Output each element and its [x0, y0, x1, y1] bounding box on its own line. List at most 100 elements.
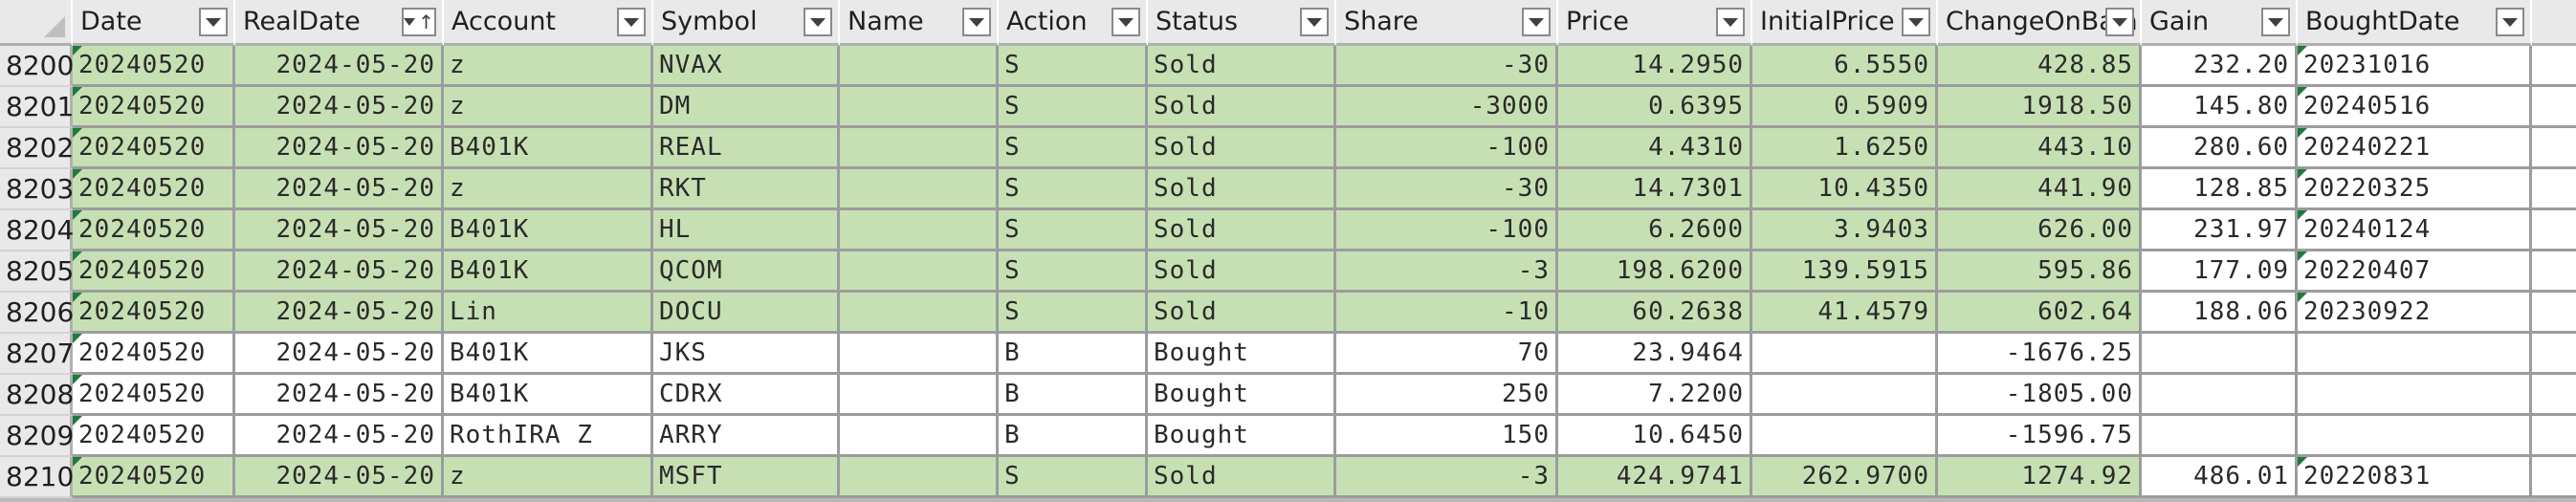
cell-name[interactable] [840, 46, 999, 87]
cell-price[interactable]: 0.6395 [1558, 87, 1752, 128]
cell-change[interactable]: 626.00 [1938, 210, 2142, 251]
cell-name[interactable] [840, 375, 999, 416]
cell-symbol[interactable]: NVAX [653, 46, 840, 87]
cell-name[interactable] [840, 87, 999, 128]
filter-dropdown-icon[interactable] [199, 8, 228, 36]
cell-price[interactable]: 6.2600 [1558, 210, 1752, 251]
column-header-date[interactable]: Date [73, 0, 235, 46]
filter-dropdown-icon[interactable] [2261, 8, 2290, 36]
cell-account[interactable]: B401K [444, 334, 653, 375]
cell-empty[interactable] [2532, 334, 2576, 375]
cell-name[interactable] [840, 293, 999, 334]
row-header[interactable]: 8207 [0, 334, 74, 375]
cell-name[interactable] [840, 169, 999, 210]
cell-account[interactable]: B401K [444, 128, 653, 169]
cell-date[interactable]: 20240520 [73, 457, 235, 498]
cell-account[interactable]: z [444, 46, 653, 87]
cell-share[interactable]: 70 [1336, 334, 1558, 375]
cell-action[interactable]: S [999, 87, 1148, 128]
cell-boughtdate[interactable]: 20231016 [2298, 46, 2532, 87]
cell-gain[interactable]: 145.80 [2142, 87, 2298, 128]
cell-boughtdate[interactable]: 20220831 [2298, 457, 2532, 498]
cell-realdate[interactable]: 2024-05-20 [235, 375, 444, 416]
cell-price[interactable]: 60.2638 [1558, 293, 1752, 334]
cell-realdate[interactable]: 2024-05-20 [235, 334, 444, 375]
cell-date[interactable]: 20240520 [73, 46, 235, 87]
cell-initialprice[interactable]: 6.5550 [1752, 46, 1938, 87]
cell-name[interactable] [840, 210, 999, 251]
cell-symbol[interactable]: JKS [653, 334, 840, 375]
cell-realdate[interactable]: 2024-05-20 [235, 169, 444, 210]
cell-initialprice[interactable]: 262.9700 [1752, 457, 1938, 498]
cell-date[interactable]: 20240520 [73, 375, 235, 416]
cell-account[interactable]: z [444, 169, 653, 210]
cell-date[interactable]: 20240520 [73, 251, 235, 293]
row-header[interactable]: 8203 [0, 169, 74, 210]
cell-date[interactable]: 20240520 [73, 293, 235, 334]
filter-dropdown-icon[interactable] [1716, 8, 1745, 36]
cell-empty[interactable] [2532, 169, 2576, 210]
cell-empty[interactable] [2532, 87, 2576, 128]
cell-boughtdate[interactable]: 20240124 [2298, 210, 2532, 251]
cell-realdate[interactable]: 2024-05-20 [235, 46, 444, 87]
cell-price[interactable]: 10.6450 [1558, 416, 1752, 457]
filter-dropdown-icon[interactable] [804, 8, 832, 36]
cell-status[interactable]: Bought [1148, 334, 1336, 375]
cell-account[interactable]: Lin [444, 293, 653, 334]
cell-realdate[interactable]: 2024-05-20 [235, 457, 444, 498]
select-all-corner[interactable] [0, 0, 73, 46]
row-header[interactable]: 8200 [0, 46, 74, 87]
cell-status[interactable]: Sold [1148, 210, 1336, 251]
column-header-symbol[interactable]: Symbol [653, 0, 840, 46]
cell-initialprice[interactable]: 41.4579 [1752, 293, 1938, 334]
cell-empty[interactable] [2532, 457, 2576, 498]
row-header[interactable]: 8205 [0, 251, 74, 293]
cell-share[interactable]: -30 [1336, 169, 1558, 210]
cell-share[interactable]: 250 [1336, 375, 1558, 416]
cell-boughtdate[interactable]: 20220325 [2298, 169, 2532, 210]
cell-date[interactable]: 20240520 [73, 169, 235, 210]
cell-status[interactable]: Sold [1148, 87, 1336, 128]
cell-action[interactable]: S [999, 210, 1148, 251]
cell-empty[interactable] [2532, 210, 2576, 251]
cell-action[interactable]: S [999, 46, 1148, 87]
cell-boughtdate[interactable]: 20220407 [2298, 251, 2532, 293]
column-header-realdate[interactable]: RealDate ↑ [235, 0, 444, 46]
cell-change[interactable]: 595.86 [1938, 251, 2142, 293]
cell-empty[interactable] [2532, 128, 2576, 169]
row-header[interactable]: 8209 [0, 416, 74, 457]
cell-realdate[interactable]: 2024-05-20 [235, 293, 444, 334]
cell-symbol[interactable]: DOCU [653, 293, 840, 334]
cell-name[interactable] [840, 457, 999, 498]
cell-gain[interactable]: 232.20 [2142, 46, 2298, 87]
cell-boughtdate[interactable] [2298, 416, 2532, 457]
cell-realdate[interactable]: 2024-05-20 [235, 210, 444, 251]
cell-initialprice[interactable] [1752, 334, 1938, 375]
cell-empty[interactable] [2532, 416, 2576, 457]
cell-name[interactable] [840, 128, 999, 169]
filter-dropdown-icon[interactable] [1522, 8, 1551, 36]
cell-change[interactable]: 1918.50 [1938, 87, 2142, 128]
cell-gain[interactable]: 188.06 [2142, 293, 2298, 334]
column-header-boughtdate[interactable]: BoughtDate [2298, 0, 2532, 46]
cell-realdate[interactable]: 2024-05-20 [235, 87, 444, 128]
column-header-gain[interactable]: Gain [2142, 0, 2298, 46]
cell-price[interactable]: 23.9464 [1558, 334, 1752, 375]
cell-gain[interactable] [2142, 416, 2298, 457]
cell-initialprice[interactable]: 10.4350 [1752, 169, 1938, 210]
filter-dropdown-icon[interactable] [1300, 8, 1329, 36]
cell-price[interactable]: 424.9741 [1558, 457, 1752, 498]
cell-gain[interactable]: 231.97 [2142, 210, 2298, 251]
column-header-account[interactable]: Account [444, 0, 653, 46]
cell-change[interactable]: -1676.25 [1938, 334, 2142, 375]
cell-initialprice[interactable] [1752, 416, 1938, 457]
cell-change[interactable]: 1274.92 [1938, 457, 2142, 498]
cell-realdate[interactable]: 2024-05-20 [235, 128, 444, 169]
cell-action[interactable]: S [999, 169, 1148, 210]
cell-account[interactable]: B401K [444, 210, 653, 251]
cell-gain[interactable]: 486.01 [2142, 457, 2298, 498]
cell-change[interactable]: 602.64 [1938, 293, 2142, 334]
cell-date[interactable]: 20240520 [73, 87, 235, 128]
cell-action[interactable]: S [999, 251, 1148, 293]
cell-price[interactable]: 198.6200 [1558, 251, 1752, 293]
